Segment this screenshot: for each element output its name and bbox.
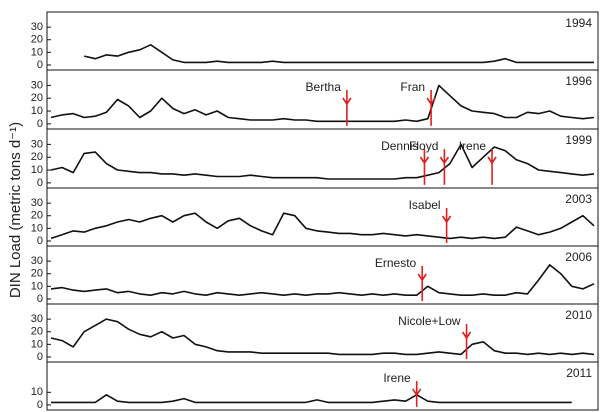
y-tick-label: 30 xyxy=(31,138,43,150)
event-arrow xyxy=(441,208,452,224)
data-line xyxy=(50,143,595,180)
y-tick-label: 30 xyxy=(31,313,43,325)
event-arrow xyxy=(439,149,450,165)
y-tick-label: 0 xyxy=(37,351,43,363)
y-tick-label: 10 xyxy=(31,338,43,350)
data-line xyxy=(50,84,595,123)
y-tick-label: 20 xyxy=(31,151,43,163)
y-tick-label: 20 xyxy=(31,326,43,338)
event-arrow xyxy=(419,149,430,165)
y-tick-label: 30 xyxy=(31,21,43,33)
event-label: Isabel xyxy=(409,198,441,212)
y-tick-label: 20 xyxy=(31,268,43,280)
panel-frame xyxy=(46,187,599,247)
event-arrow xyxy=(426,90,436,106)
data-line xyxy=(50,212,595,240)
panel-frame xyxy=(46,245,599,305)
y-tick-label: 10 xyxy=(31,280,43,292)
event-arrow xyxy=(417,266,427,282)
panel-year: 1994 xyxy=(565,16,592,30)
y-tick-label: 0 xyxy=(37,235,43,247)
data-line xyxy=(51,394,572,404)
y-tick-label: 30 xyxy=(31,79,43,91)
panel-frame xyxy=(46,69,599,130)
y-tick-label: 0 xyxy=(37,118,43,130)
event-label: Ernesto xyxy=(375,256,417,270)
event-arrow xyxy=(461,324,472,340)
event-label: Fran xyxy=(400,80,425,94)
event-label: Dennis xyxy=(381,139,418,153)
event-label: Nicole+Low xyxy=(398,314,461,328)
y-axis-label: DIN Load (metric tons d⁻¹) xyxy=(7,122,24,298)
y-tick-label: 20 xyxy=(31,92,43,104)
y-tick-label: 0 xyxy=(37,293,43,305)
panel-year: 2011 xyxy=(566,366,592,380)
y-tick-label: 20 xyxy=(31,34,43,46)
y-tick-label: 0 xyxy=(37,59,43,71)
y-tick-label: 30 xyxy=(31,197,43,209)
y-tick-label: 10 xyxy=(31,386,43,398)
event-label: Bertha xyxy=(306,80,342,94)
event-label: Irene xyxy=(383,371,411,385)
panel-year: 2010 xyxy=(565,308,592,322)
event-label: Irene xyxy=(459,139,487,153)
panel-year: 1999 xyxy=(565,133,592,147)
data-line xyxy=(84,44,594,64)
y-tick-label: 30 xyxy=(31,255,43,267)
y-tick-label: 10 xyxy=(31,46,43,58)
y-tick-label: 10 xyxy=(31,105,43,117)
y-tick-label: 20 xyxy=(31,210,43,222)
data-line xyxy=(50,318,595,356)
y-tick-label: 10 xyxy=(31,222,43,234)
y-tick-label: 0 xyxy=(37,399,43,411)
event-arrow xyxy=(487,149,497,165)
data-line xyxy=(50,264,595,296)
y-tick-label: 0 xyxy=(37,177,43,189)
panel-year: 2006 xyxy=(565,250,592,264)
panel-year: 2003 xyxy=(565,192,592,206)
panel-year: 1996 xyxy=(565,74,592,88)
panel-frame xyxy=(46,361,599,411)
event-label: Floyd xyxy=(409,139,438,153)
event-arrow xyxy=(412,380,422,397)
event-arrow xyxy=(342,90,352,106)
y-tick-label: 10 xyxy=(31,164,43,176)
